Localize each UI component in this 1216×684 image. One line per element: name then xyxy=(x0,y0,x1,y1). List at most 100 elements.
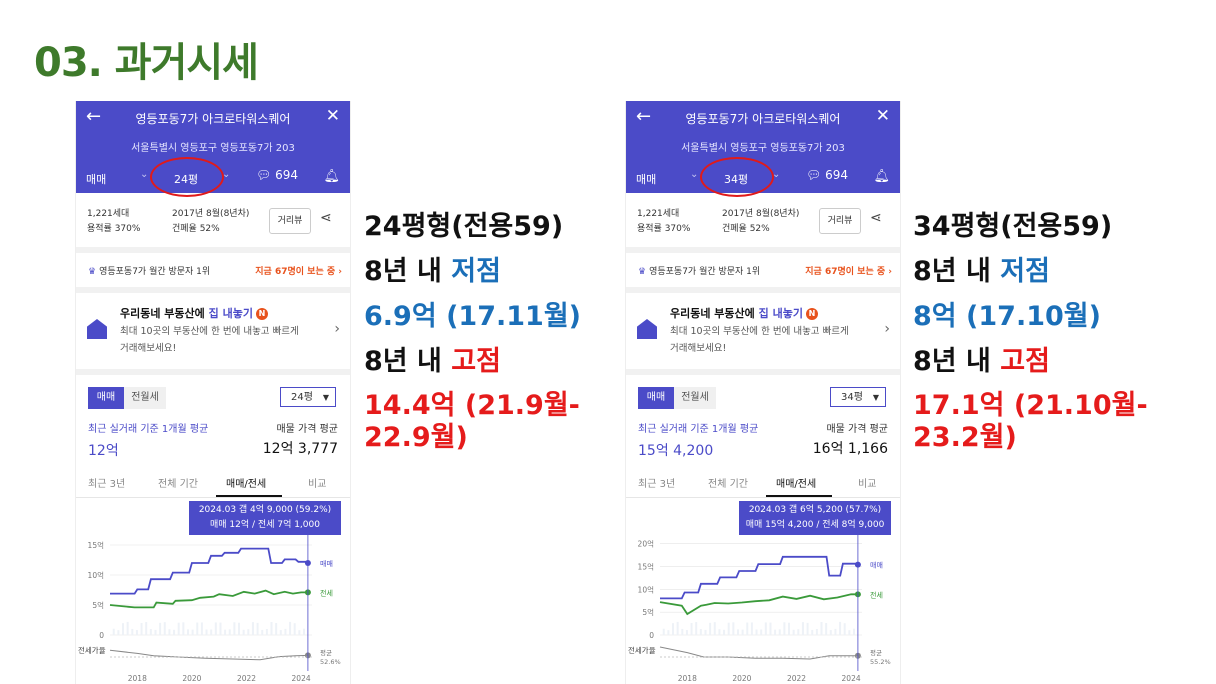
street-view-button[interactable]: 거리뷰 xyxy=(819,208,861,234)
y-tick-label: 15억 xyxy=(88,541,104,550)
volume-bar xyxy=(801,622,804,635)
street-view-button[interactable]: 거리뷰 xyxy=(269,208,311,234)
viewers-now[interactable]: 지금 67명이 보는 중 › xyxy=(805,267,892,277)
volume-bar xyxy=(718,629,721,635)
tab-all-period[interactable]: 전체 기간 xyxy=(158,479,198,490)
volume-bar xyxy=(806,622,809,635)
series-label-ratio: 전세가율 xyxy=(628,645,656,655)
divider xyxy=(76,369,350,375)
back-arrow-icon[interactable]: ← xyxy=(636,106,652,127)
volume-bar xyxy=(191,629,194,635)
back-arrow-icon[interactable]: ← xyxy=(86,106,102,127)
complex-title: 영등포동7가 아크로타워스퀘어 xyxy=(685,112,841,126)
avg-value: 12억 3,777 xyxy=(262,441,338,457)
bell-icon[interactable]: 🔔︎ xyxy=(873,169,890,184)
share-icon[interactable]: ⋖ xyxy=(870,210,882,226)
tab-compare[interactable]: 비교 xyxy=(858,479,877,490)
viewers-text: 지금 67명이 보는 중 xyxy=(255,267,336,277)
volume-bar xyxy=(275,623,278,635)
x-tick-label: 2024 xyxy=(842,674,861,683)
volume-bar xyxy=(196,622,199,635)
y-tick-label: 10억 xyxy=(638,585,654,594)
x-tick-label: 2018 xyxy=(678,674,697,683)
volume-bar xyxy=(811,629,814,635)
comments-button[interactable]: 💬︎ 694 xyxy=(806,168,848,182)
trade-type-dropdown[interactable]: 매매 xyxy=(636,173,657,186)
floor-area-ratio: 용적률 370% xyxy=(637,224,691,234)
low-line: 8년 내 저점 xyxy=(364,249,581,294)
toggle-jeonse[interactable]: 전월세 xyxy=(124,387,166,409)
volume-bar xyxy=(131,628,134,635)
series-line-2 xyxy=(109,649,308,661)
tab-all-period[interactable]: 전체 기간 xyxy=(708,479,748,490)
tab-trade-jeonse[interactable]: 매매/전세 xyxy=(776,479,817,490)
y-tick-label: 0 xyxy=(649,631,654,640)
toggle-trade[interactable]: 매매 xyxy=(88,387,124,409)
volume-bar xyxy=(672,623,675,635)
viewers-now[interactable]: 지금 67명이 보는 중 › xyxy=(255,267,342,277)
toggle-jeonse[interactable]: 전월세 xyxy=(674,387,716,409)
promo-title[interactable]: 우리동네 부동산에 집 내놓기 N xyxy=(120,305,268,321)
tooltip-line1: 2024.03 갭 6억 5,200 (57.7%) xyxy=(748,505,882,515)
volume-bar xyxy=(256,622,259,635)
chevron-right-icon[interactable]: › xyxy=(334,321,340,337)
floor-area-ratio: 용적률 370% xyxy=(87,224,141,234)
tab-compare[interactable]: 비교 xyxy=(308,479,327,490)
toggle-trade[interactable]: 매매 xyxy=(638,387,674,409)
volume-bar xyxy=(774,629,777,635)
basis-label: 최근 실거래 기준 1개월 평균 xyxy=(88,424,209,435)
close-icon[interactable]: ✕ xyxy=(875,106,890,126)
low-word: 저점 xyxy=(451,256,501,287)
avg-value: 52.6% xyxy=(320,658,341,666)
size-select[interactable]: 34평 ▼ xyxy=(830,387,886,407)
trade-type-dropdown[interactable]: 매매 xyxy=(86,173,107,186)
phone-screenshot-24: ← 영등포동7가 아크로타워스퀘어 ✕ 서울특별시 영등포구 영등포동7가 20… xyxy=(75,101,351,684)
bell-icon[interactable]: 🔔︎ xyxy=(323,169,340,184)
y-tick-label: 15억 xyxy=(638,562,654,571)
x-tick-label: 2020 xyxy=(732,674,751,683)
complex-info-right: 2017년 8월(8년차) 건폐율 52% xyxy=(172,207,249,237)
share-icon[interactable]: ⋖ xyxy=(320,210,332,226)
low-word: 저점 xyxy=(1000,256,1050,287)
volume-bar xyxy=(704,629,707,635)
caret-down-icon: ▼ xyxy=(322,393,329,402)
volume-bar xyxy=(177,622,180,635)
visitor-rank[interactable]: ♛ 영등포동7가 월간 방문자 1위 xyxy=(88,264,210,277)
volume-bar xyxy=(122,623,125,635)
visitor-rank[interactable]: ♛ 영등포동7가 월간 방문자 1위 xyxy=(638,264,760,277)
built-date: 2017년 8월(8년차) xyxy=(722,209,800,219)
chevron-down-icon: ⌄ xyxy=(772,169,781,180)
tab-recent-3y[interactable]: 최근 3년 xyxy=(638,479,676,490)
caret-down-icon: ▼ xyxy=(872,393,879,402)
volume-bar xyxy=(154,629,157,635)
tab-trade-jeonse[interactable]: 매매/전세 xyxy=(226,479,267,490)
promo-title-highlight: 집 내놓기 xyxy=(208,307,253,320)
divider xyxy=(626,287,900,293)
volume-bar xyxy=(843,623,846,635)
complex-info-left: 1,221세대 용적률 370% xyxy=(637,207,690,237)
size-select[interactable]: 24평 ▼ xyxy=(280,387,336,407)
chevron-right-icon[interactable]: › xyxy=(884,321,890,337)
volume-bar xyxy=(159,622,162,635)
promo-title[interactable]: 우리동네 부동산에 집 내놓기 N xyxy=(670,305,818,321)
phone-screenshot-34: ← 영등포동7가 아크로타워스퀘어 ✕ 서울특별시 영등포구 영등포동7가 20… xyxy=(625,101,901,684)
series-label-trade: 매매 xyxy=(870,562,883,570)
comment-count: 694 xyxy=(275,168,298,182)
avg-label: 매물 가격 평균 xyxy=(276,424,338,435)
volume-bar xyxy=(265,629,268,635)
volume-bar xyxy=(145,622,148,635)
volume-bar xyxy=(140,623,143,635)
close-icon[interactable]: ✕ xyxy=(325,106,340,126)
tab-recent-3y[interactable]: 최근 3년 xyxy=(88,479,126,490)
comments-button[interactable]: 💬︎ 694 xyxy=(256,168,298,182)
viewers-text: 지금 67명이 보는 중 xyxy=(805,267,886,277)
volume-bar xyxy=(284,628,287,635)
volume-bar xyxy=(783,622,786,635)
size-select-value: 24평 xyxy=(291,392,313,403)
volume-bar xyxy=(760,629,763,635)
avg-label: 평균 xyxy=(320,648,332,657)
crown-icon: ♛ xyxy=(88,267,97,277)
high-word: 고점 xyxy=(1000,346,1050,377)
